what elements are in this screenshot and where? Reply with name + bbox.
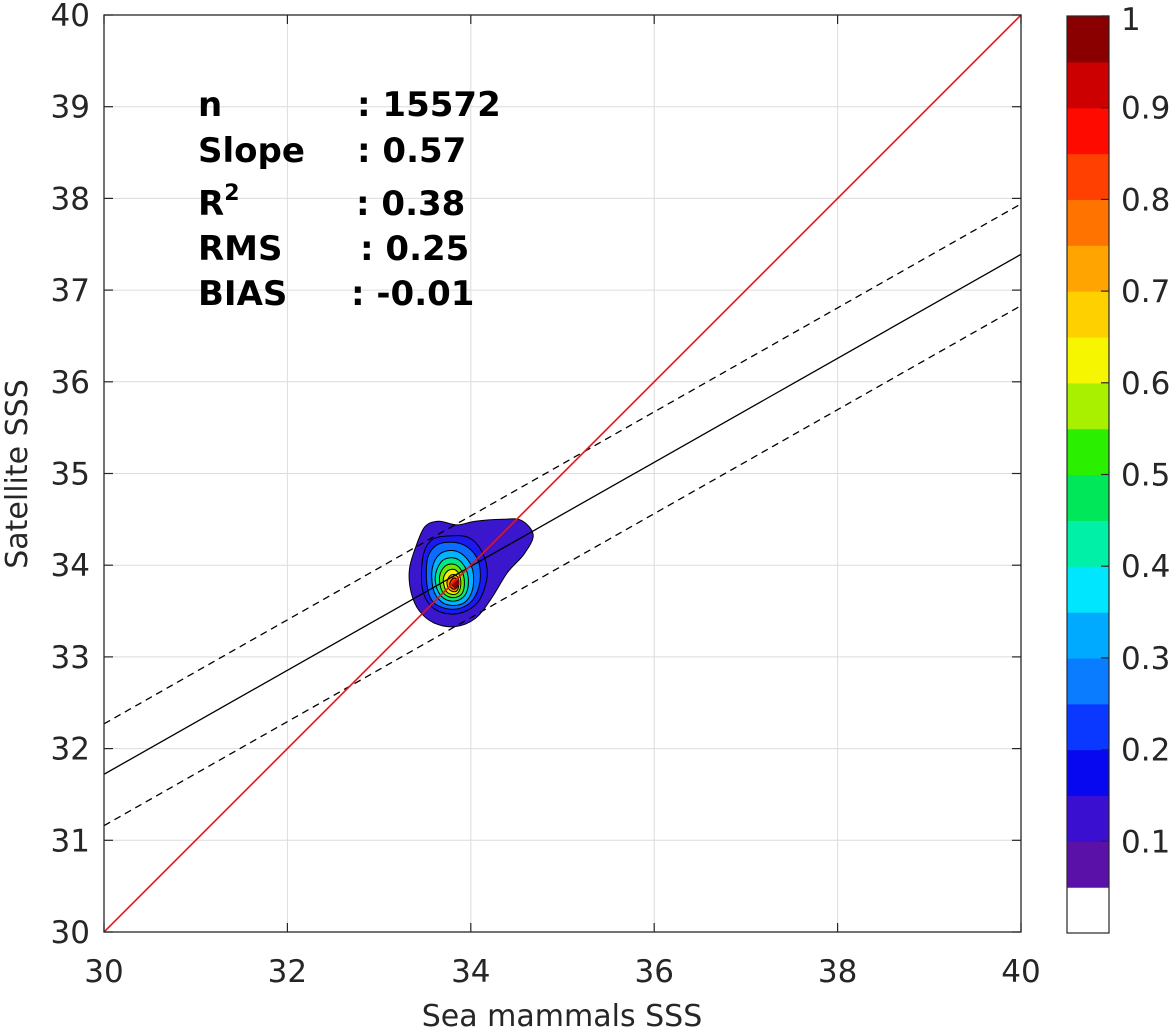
colorbar-band [1067,887,1109,934]
y-tick-label: 38 [51,181,90,217]
colorbar-band [1067,612,1109,659]
axis-ticks: 30 32 34 36 38 40 30 31 32 33 34 35 36 37 38 39 40 [51,0,1041,990]
colorbar-band [1067,749,1109,797]
y-tick-label: 32 [51,732,90,768]
x-tick-label: 36 [634,954,673,990]
colorbar-band [1067,16,1109,63]
colorbar-band [1067,703,1109,751]
colorbar-band [1067,474,1109,521]
colorbar: 0.1 0.2 0.3 0.4 0.5 0.6 0.7 0.8 0.9 1 [1066,2,1170,934]
colorbar-tick-label: 0.5 [1121,458,1170,494]
stat-value: : 15572 [357,85,501,125]
colorbar-band [1067,520,1109,567]
colorbar-tick-label: 0.2 [1121,733,1170,769]
colorbar-tick-label: 0.1 [1121,824,1170,860]
stat-value: : 0.25 [360,229,469,269]
colorbar-tick-label: 0.9 [1121,91,1170,127]
stat-value: : -0.01 [351,274,474,314]
y-axis-label: Satellite SSS [0,379,35,569]
y-tick-label: 39 [51,90,90,126]
colorbar-tick-label: 0.3 [1121,641,1170,677]
grid-lines [103,14,1022,933]
colorbar-band [1067,795,1109,842]
stat-label: RMS [198,229,283,269]
stat-label: Slope [198,131,305,171]
stat-value: : 0.38 [356,184,465,224]
fit-upper-dashed-line [104,203,1021,725]
x-axis-label: Sea mammals SSS [422,999,703,1028]
stats-box: n : 15572 Slope : 0.57 R2 : 0.38 RMS : 0.25 BIAS… [198,85,501,314]
y-tick-label: 31 [51,823,90,859]
stat-label: R2 [198,181,240,224]
stat-label: BIAS [198,274,287,314]
y-tick-label: 34 [51,548,90,584]
x-tick-label: 38 [818,954,857,990]
colorbar-band [1067,566,1109,613]
y-tick-label: 40 [51,0,90,34]
colorbar-band [1067,199,1109,246]
colorbar-tick-label: 0.7 [1121,274,1170,310]
y-tick-label: 30 [51,915,90,951]
colorbar-band [1067,245,1109,292]
colorbar-band [1067,61,1109,109]
y-tick-label: 37 [51,273,90,309]
identity-line [104,15,1021,932]
colorbar-tick-label: 1 [1121,2,1141,38]
colorbar-band [1067,428,1109,476]
x-tick-label: 30 [84,954,123,990]
stat-value: : 0.57 [357,131,466,171]
colorbar-tick-label: 0.8 [1121,182,1170,218]
colorbar-tick-label: 0.4 [1121,549,1170,585]
x-tick-label: 32 [268,954,307,990]
y-tick-label: 33 [51,640,90,676]
colorbar-band [1067,382,1109,430]
fit-lower-dashed-line [104,305,1021,827]
colorbar-band [1067,291,1109,338]
density-peak [454,581,460,587]
fit-line [104,253,1021,775]
x-tick-label: 34 [451,954,490,990]
colorbar-band [1067,841,1109,888]
x-tick-label: 40 [1001,954,1040,990]
colorbar-band [1067,153,1109,200]
regression-lines [104,15,1021,932]
colorbar-band [1067,107,1109,155]
stat-label: n [198,85,222,125]
colorbar-band [1067,336,1109,384]
colorbar-tick-label: 0.6 [1121,366,1170,402]
colorbar-band [1067,657,1109,705]
y-tick-label: 35 [51,457,90,493]
y-tick-label: 36 [51,365,90,401]
